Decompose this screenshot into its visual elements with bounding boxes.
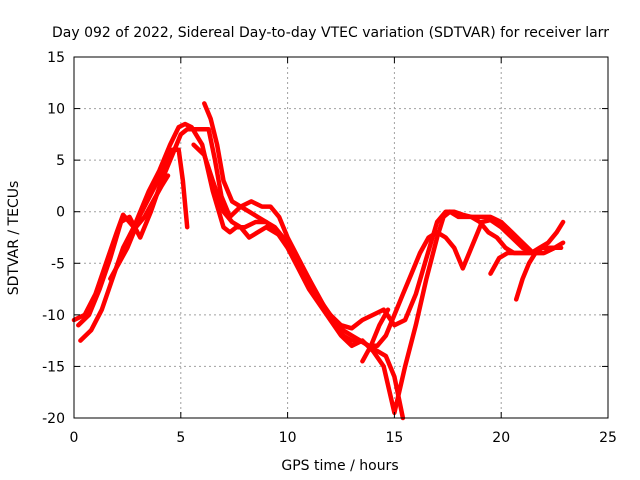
x-tick-label: 5 [176, 430, 185, 446]
x-tick-label: 0 [70, 430, 79, 446]
axis-ticks: 0 5 10 15 20 25 -20 -15 -10 -5 0 5 10 15 [42, 50, 617, 446]
x-tick-label: 20 [492, 430, 510, 446]
x-tick-label: 25 [599, 430, 617, 446]
series-track-3 [78, 147, 190, 343]
series-track-8 [488, 250, 536, 276]
y-tick-label: 10 [47, 102, 65, 118]
series-track-9 [513, 245, 564, 302]
chart-title: Day 092 of 2022, Sidereal Day-to-day VTE… [52, 25, 609, 41]
x-tick-label: 10 [279, 430, 297, 446]
x-axis-title: GPS time / hours [281, 458, 398, 474]
series-track-6 [202, 101, 566, 349]
grid [74, 57, 608, 418]
y-axis-title: SDTVAR / TECUs [6, 181, 22, 296]
y-tick-label: 15 [47, 50, 65, 66]
plot-frame [73, 56, 609, 419]
x-tick-label: 15 [385, 430, 403, 446]
y-tick-label: -20 [42, 411, 65, 427]
y-tick-label: -10 [42, 308, 65, 324]
y-tick-label: 0 [56, 205, 65, 221]
y-tick-label: 5 [56, 153, 65, 169]
y-tick-label: -5 [51, 256, 65, 272]
plot-area [71, 101, 566, 421]
series-track-1 [71, 121, 564, 416]
y-tick-label: -15 [42, 359, 65, 375]
series-track-7 [360, 307, 391, 364]
series-track-4 [108, 173, 171, 282]
